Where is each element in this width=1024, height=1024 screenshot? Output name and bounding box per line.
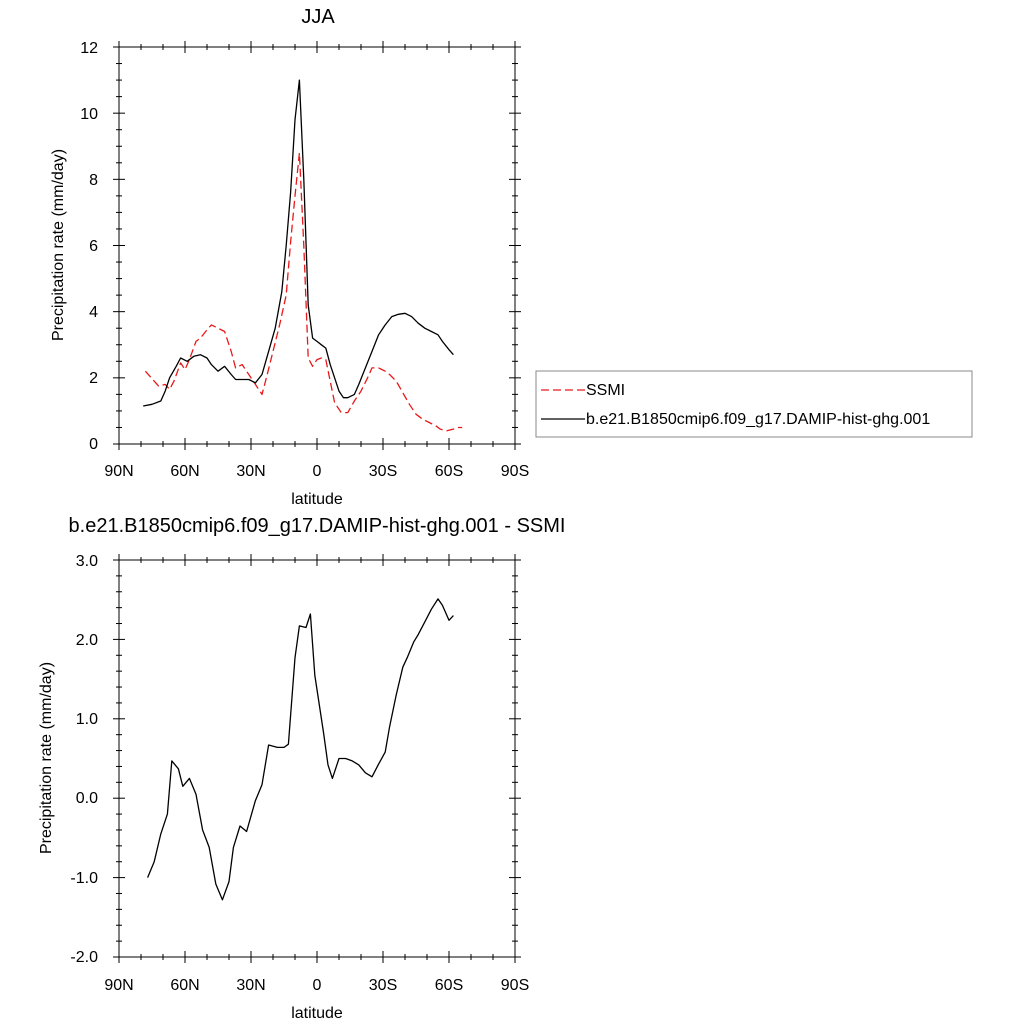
y-tick-label: 3.0 [76, 553, 98, 570]
y-tick-label: 6 [89, 238, 98, 255]
x-tick-label: 60N [170, 977, 199, 994]
top-chart-title: JJA [301, 6, 335, 28]
bottom-series-group [146, 598, 454, 901]
top-series-group [143, 79, 463, 432]
x-tick-label: 90S [501, 977, 529, 994]
bottom-y-axis-label: Precipitation rate (mm/day) [38, 662, 55, 854]
bottom-x-axis-label: latitude [291, 1005, 343, 1022]
top-chart-panel: JJA 90N 60N 30N 0 30S 60S 90S 0 2 4 6 8 … [50, 6, 973, 508]
x-tick-label: 60S [435, 977, 463, 994]
top-plot-frame [118, 46, 516, 445]
x-tick-label: 0 [313, 463, 322, 480]
y-tick-label: 4 [89, 304, 98, 321]
y-tick-label: 2.0 [76, 632, 98, 649]
x-tick-label: 90N [104, 977, 133, 994]
bottom-x-tick-labels: 90N 60N 30N 0 30S 60S 90S [104, 977, 529, 994]
top-x-tick-labels: 90N 60N 30N 0 30S 60S 90S [104, 463, 529, 480]
top-axis-ticks [113, 41, 521, 450]
top-y-axis-label: Precipitation rate (mm/day) [50, 149, 67, 341]
series-line-model [143, 79, 454, 407]
y-tick-label: 0.0 [76, 790, 98, 807]
legend-box [535, 370, 973, 438]
legend-label-ssmi: SSMI [586, 382, 625, 399]
y-tick-label: -2.0 [70, 949, 98, 966]
y-tick-label: 10 [80, 106, 98, 123]
y-tick-label: 1.0 [76, 711, 98, 728]
y-tick-label: 8 [89, 172, 98, 189]
x-tick-label: 0 [313, 977, 322, 994]
x-tick-label: 60N [170, 463, 199, 480]
bottom-chart-title: b.e21.B1850cmip6.f09_g17.DAMIP-hist-ghg.… [69, 515, 566, 537]
x-tick-label: 90N [104, 463, 133, 480]
y-tick-label: 0 [89, 436, 98, 453]
y-tick-label: 2 [89, 370, 98, 387]
x-tick-label: 30N [236, 977, 265, 994]
legend-label-model: b.e21.B1850cmip6.f09_g17.DAMIP-hist-ghg.… [586, 411, 930, 428]
top-x-axis-label: latitude [291, 491, 343, 508]
y-tick-label: 12 [80, 40, 98, 57]
bottom-y-tick-labels: -2.0 -1.0 0.0 1.0 2.0 3.0 [70, 553, 98, 966]
x-tick-label: 30S [369, 977, 397, 994]
series-line-difference [146, 598, 454, 901]
bottom-chart-panel: b.e21.B1850cmip6.f09_g17.DAMIP-hist-ghg.… [38, 515, 565, 1022]
series-line-ssmi [144, 152, 463, 432]
legend: SSMI b.e21.B1850cmip6.f09_g17.DAMIP-hist… [535, 370, 973, 438]
bottom-plot-frame [118, 559, 516, 958]
x-tick-label: 30N [236, 463, 265, 480]
bottom-axis-ticks [113, 554, 521, 963]
x-tick-label: 60S [435, 463, 463, 480]
y-tick-label: -1.0 [70, 870, 98, 887]
x-tick-label: 90S [501, 463, 529, 480]
x-tick-label: 30S [369, 463, 397, 480]
top-y-tick-labels: 0 2 4 6 8 10 12 [80, 40, 98, 453]
